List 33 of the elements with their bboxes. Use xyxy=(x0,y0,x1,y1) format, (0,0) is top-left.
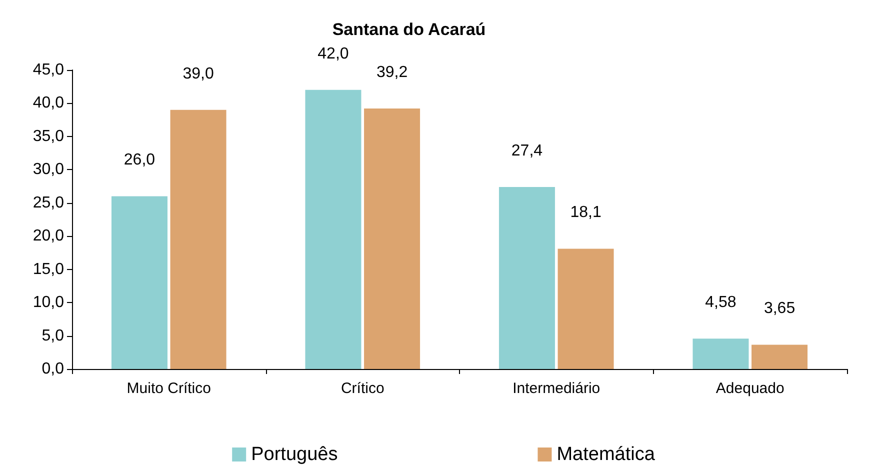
bar xyxy=(692,338,749,369)
data-label: 4,58 xyxy=(705,294,736,312)
y-tick-label: 40,0 xyxy=(32,94,64,112)
x-tick-label: Adequado xyxy=(716,380,784,397)
y-tick-label: 0,0 xyxy=(42,360,64,378)
x-tick-label: Intermediário xyxy=(512,380,600,397)
y-tick-label: 45,0 xyxy=(32,62,64,78)
bar xyxy=(558,248,614,369)
y-tick-label: 35,0 xyxy=(32,128,64,145)
data-label: 26,0 xyxy=(124,152,156,169)
bar xyxy=(305,90,362,369)
data-label: 42,0 xyxy=(318,45,349,62)
data-label: 39,2 xyxy=(376,64,408,82)
y-tick-label: 5,0 xyxy=(42,327,64,344)
y-tick-label: 25,0 xyxy=(32,194,64,212)
legend-label: Matemática xyxy=(556,444,656,465)
x-tick-label: Crítico xyxy=(340,380,384,397)
x-tick-label: Muito Crítico xyxy=(126,380,211,397)
bar xyxy=(752,344,808,369)
y-tick-label: 20,0 xyxy=(32,228,64,245)
y-tick-label: 30,0 xyxy=(32,161,64,178)
y-tick-label: 15,0 xyxy=(32,260,64,278)
bar xyxy=(170,110,226,369)
legend-label: Português xyxy=(251,444,338,465)
data-label: 27,4 xyxy=(511,142,543,160)
data-label: 39,0 xyxy=(182,65,214,82)
chart-title: Santana do Acaraú xyxy=(332,20,486,39)
data-label: 3,65 xyxy=(764,300,796,318)
bar xyxy=(364,108,420,369)
bar xyxy=(111,196,168,369)
data-label: 18,1 xyxy=(570,204,602,222)
y-tick-label: 10,0 xyxy=(32,294,64,312)
bar xyxy=(498,186,555,369)
